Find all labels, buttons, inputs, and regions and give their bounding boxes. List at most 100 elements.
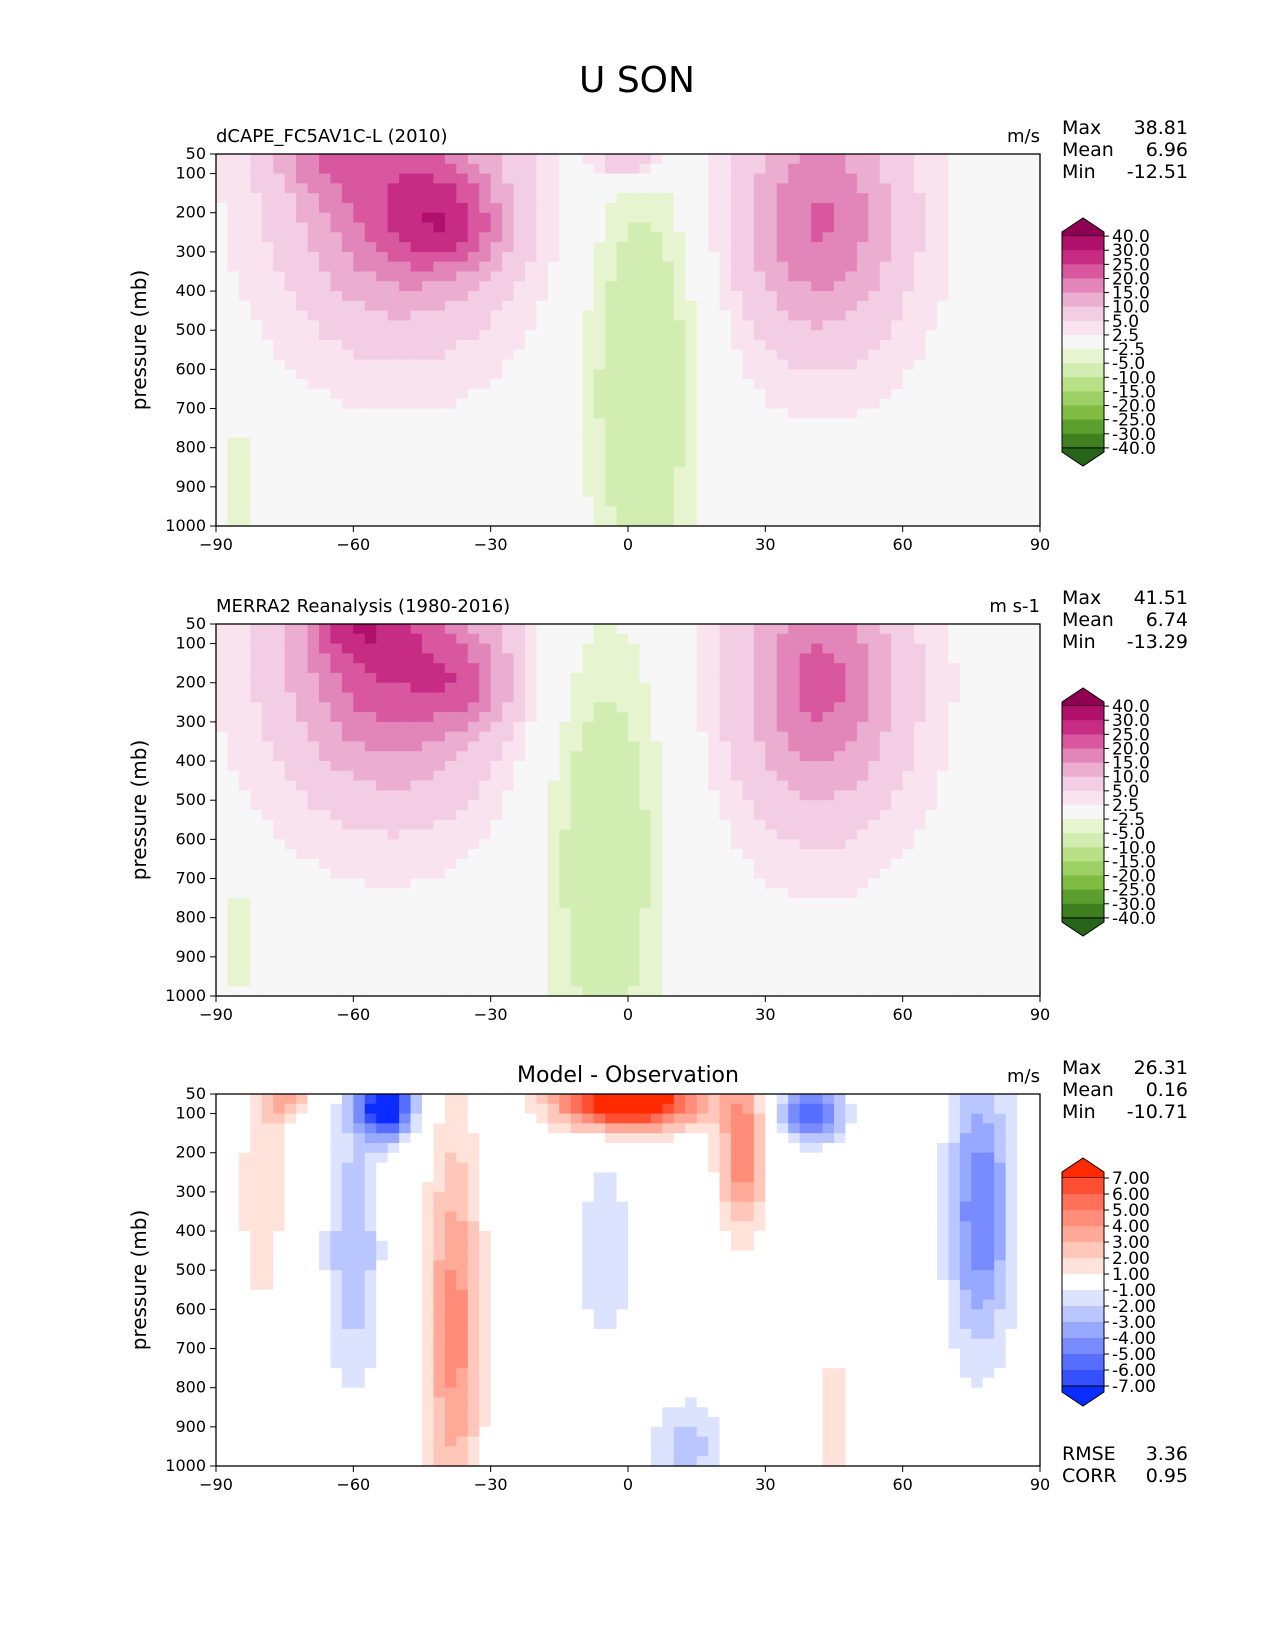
panel2-cell — [536, 829, 549, 840]
panel2-cell — [273, 947, 286, 958]
panel1-cell — [856, 457, 869, 468]
panel1-cell — [353, 369, 366, 380]
panel2-cell — [319, 692, 332, 703]
panel1-cell — [822, 242, 835, 253]
panel2-cell — [605, 780, 618, 792]
panel2-cell — [742, 927, 755, 938]
panel1-cell — [216, 369, 229, 380]
panel2-cell — [788, 751, 801, 762]
panel1-cell — [959, 467, 972, 478]
panel2-cell — [547, 878, 560, 889]
panel2-cell — [216, 672, 229, 684]
panel2-cell — [639, 907, 652, 919]
panel2-cell — [742, 731, 755, 743]
panel2-cell — [227, 682, 240, 694]
panel1-cell — [1017, 467, 1030, 478]
panel1-cell — [1028, 379, 1041, 390]
panel2-cell — [811, 839, 824, 850]
panel2-cell — [776, 956, 789, 968]
panel2-cell — [490, 937, 503, 948]
panel1-cell — [582, 486, 595, 498]
panel1-cell — [456, 154, 469, 165]
panel1-cell — [639, 193, 652, 204]
panel1-cell — [776, 242, 789, 253]
panel1-cell — [456, 212, 469, 224]
panel2-cell — [822, 643, 835, 654]
panel2-cell — [799, 888, 812, 899]
panel2-cell — [319, 976, 332, 987]
panel1-cell — [582, 428, 595, 439]
panel1-cell — [319, 271, 332, 282]
panel1-cell — [490, 163, 503, 175]
panel2-cell — [593, 937, 606, 948]
panel2-cell — [845, 947, 858, 958]
panel2-cell — [216, 702, 229, 713]
panel2-cell — [307, 966, 320, 978]
panel1-cell — [227, 388, 240, 400]
panel2-cell — [582, 751, 595, 762]
panel1-cell — [536, 486, 549, 498]
panel1-cell — [753, 477, 766, 488]
panel2-cell — [856, 672, 869, 684]
panel2-cell — [822, 898, 835, 909]
panel1-cell — [238, 222, 251, 233]
panel2-cell — [799, 907, 812, 919]
panel2-cell — [307, 653, 320, 664]
panel1-cell — [776, 183, 789, 194]
panel2-cell — [822, 966, 835, 978]
panel2-cell — [376, 956, 389, 968]
panel1-cell — [467, 330, 480, 341]
panel2-cell — [227, 633, 240, 645]
panel1-cell — [307, 388, 320, 400]
panel2-cell — [353, 839, 366, 850]
panel1-cell — [479, 359, 492, 370]
panel1-cell — [341, 428, 354, 439]
panel1-cell — [891, 447, 904, 459]
panel1-cell — [891, 251, 904, 263]
panel1-cell — [227, 202, 240, 214]
panel1-cell — [364, 163, 377, 175]
panel2-cell — [284, 692, 297, 703]
panel2-cell — [296, 917, 309, 929]
panel1-cell — [216, 154, 229, 165]
panel1-cell — [765, 349, 778, 361]
panel1-cell — [959, 486, 972, 498]
panel2-cell — [307, 633, 320, 645]
panel2-cell — [582, 712, 595, 723]
panel2-cell — [422, 898, 435, 909]
panel2-cell — [341, 956, 354, 968]
panel2-cell — [456, 663, 469, 674]
panel1-cell — [799, 212, 812, 224]
panel2-cell — [536, 898, 549, 909]
panel2-cell — [273, 682, 286, 694]
panel1-cell — [547, 183, 560, 194]
panel1-cell — [330, 340, 343, 351]
panel2-cell — [467, 858, 480, 870]
panel2-cell — [227, 927, 240, 938]
panel1-cell — [902, 271, 915, 282]
panel2-cell — [822, 927, 835, 938]
panel2-cell — [799, 810, 812, 821]
panel2-cell — [467, 751, 480, 762]
panel1-cell — [1017, 222, 1030, 233]
panel2-cell — [570, 937, 583, 948]
panel1-cell — [811, 202, 824, 214]
panel1-cell — [788, 418, 801, 429]
panel1-cell — [628, 291, 641, 302]
panel1-cell — [582, 506, 595, 517]
panel1-cell — [639, 251, 652, 263]
panel2-cell — [273, 790, 286, 801]
panel1-cell — [879, 222, 892, 233]
panel2-cell — [788, 986, 801, 997]
panel2-cell — [284, 898, 297, 909]
panel2-cell — [559, 702, 572, 713]
panel1-cell — [719, 447, 732, 459]
panel1-cell — [719, 418, 732, 429]
panel1-cell — [776, 467, 789, 478]
panel2-cell — [834, 878, 847, 889]
panel2-cell — [822, 790, 835, 801]
panel1-cell — [719, 467, 732, 478]
panel2-cell — [387, 956, 400, 968]
panel1-cell — [662, 398, 675, 410]
panel1-cell — [399, 359, 412, 370]
